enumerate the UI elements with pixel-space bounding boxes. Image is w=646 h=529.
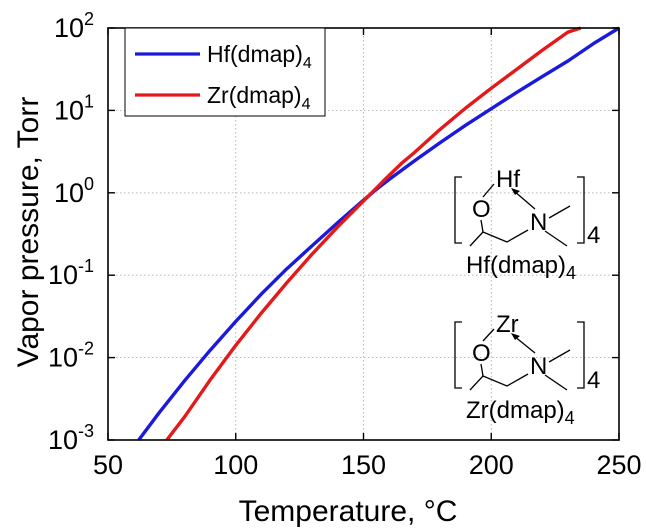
zr-c-c-bond (482, 375, 508, 387)
y-tick-exponent: -1 (78, 256, 94, 276)
y-tick-base: 10 (48, 343, 78, 373)
zr-bracket-subscript: 4 (587, 367, 600, 394)
hf-c-c-bond (482, 231, 508, 243)
hf-bracket-subscript: 4 (587, 222, 600, 249)
hf-caption-name: Hf(dmap) (466, 252, 566, 279)
hf-n-me2-bond (544, 230, 568, 247)
legend-box (124, 27, 326, 117)
y-tick-exponent: -2 (78, 339, 94, 359)
legend-label-zr-name: Zr(dmap) (207, 82, 302, 108)
x-tick-labels: 50 100 150 200 250 (93, 450, 642, 480)
x-axis-unit: °C (424, 495, 458, 528)
zr-right-bracket (577, 321, 585, 389)
zr-caption-sub: 4 (565, 408, 575, 428)
zr-arrowhead-icon (511, 333, 520, 340)
y-tick-label: 102 (54, 9, 94, 43)
legend-label-hf: Hf(dmap)4 (207, 41, 312, 72)
hf-c-me-bond (469, 231, 484, 247)
legend: Hf(dmap)4 Zr(dmap)4 (124, 27, 326, 117)
y-tick-base: 10 (54, 178, 84, 208)
legend-label-hf-sub: 4 (303, 55, 312, 72)
zr-oxygen-label: O (472, 340, 491, 367)
zr-structure-caption: Zr(dmap)4 (466, 397, 575, 428)
series-layer (137, 26, 620, 442)
y-tick-base: 10 (54, 95, 84, 125)
y-tick-label: 10-2 (48, 339, 94, 373)
y-tick-label: 10-1 (48, 256, 94, 290)
hf-arrowhead-icon (511, 188, 520, 195)
tick-marks (107, 27, 620, 441)
zr-n-me2-bond (544, 374, 568, 391)
zr-o-metal-bond (482, 328, 495, 342)
y-axis-title: Vapor pressure, Torr (12, 97, 45, 368)
x-axis-title-text: Temperature, (239, 495, 424, 528)
x-tick-label: 250 (596, 450, 641, 480)
hf-structure-caption: Hf(dmap)4 (466, 252, 576, 283)
legend-label-zr-sub: 4 (302, 96, 311, 113)
legend-label-zr: Zr(dmap)4 (207, 82, 311, 113)
hf-right-bracket (577, 176, 585, 244)
x-tick-label: 200 (469, 450, 514, 480)
y-tick-exponent: -3 (78, 421, 94, 441)
hf-left-bracket (454, 176, 462, 244)
hf-oxygen-label: O (472, 196, 491, 223)
zr-o-c-bond (480, 363, 484, 377)
y-tick-base: 10 (48, 260, 78, 290)
zr-left-bracket (454, 321, 462, 389)
y-tick-exponent: 2 (84, 9, 94, 29)
y-tick-label: 101 (54, 91, 94, 125)
zr-dative-bond-arrow (513, 335, 536, 354)
y-tick-label: 10-3 (48, 421, 94, 455)
hf-n-me1-bond (548, 205, 571, 219)
hf-metal-label: Hf (496, 166, 520, 193)
hf-c-n-bond (506, 229, 529, 243)
hf-o-metal-bond (482, 183, 495, 198)
x-tick-label: 50 (93, 450, 123, 480)
y-tick-exponent: 1 (84, 91, 94, 111)
zr-structure-diagram: Zr O N 4 Zr(dmap)4 (454, 311, 600, 428)
hf-structure-diagram: Hf O N 4 Hf(dmap)4 (454, 166, 600, 283)
hf-dative-bond-arrow (513, 190, 536, 210)
zr-c-n-bond (506, 373, 529, 387)
zr-n-me1-bond (548, 349, 571, 363)
x-tick-label: 150 (341, 450, 386, 480)
series-line-zr (165, 26, 582, 442)
x-axis-title: Temperature, °C (239, 495, 458, 528)
zr-caption-name: Zr(dmap) (466, 397, 565, 424)
hf-caption-sub: 4 (566, 263, 576, 283)
hf-o-c-bond (480, 219, 484, 233)
zr-metal-label: Zr (496, 311, 519, 338)
x-tick-label: 100 (213, 450, 258, 480)
hf-nitrogen-label: N (530, 209, 547, 236)
y-tick-base: 10 (48, 425, 78, 455)
zr-nitrogen-label: N (530, 353, 547, 380)
y-tick-label: 100 (54, 174, 94, 208)
y-tick-base: 10 (54, 13, 84, 43)
legend-label-hf-name: Hf(dmap) (207, 41, 303, 67)
y-tick-exponent: 0 (84, 174, 94, 194)
zr-c-me-bond (469, 375, 484, 391)
